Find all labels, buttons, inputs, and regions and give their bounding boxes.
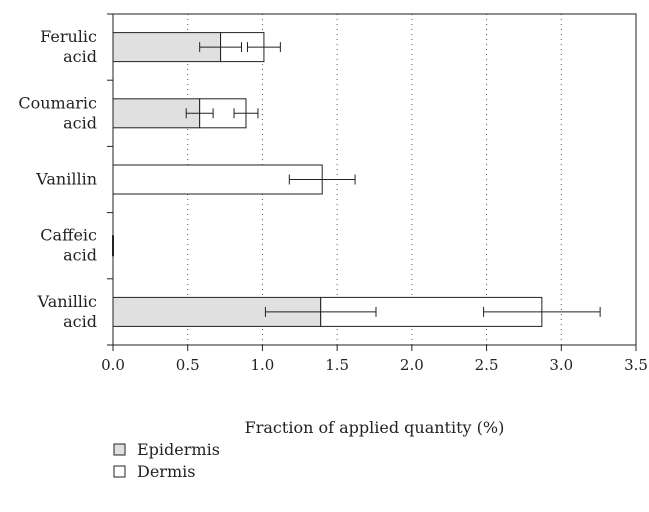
x-tick-label: 1.5 — [325, 356, 349, 374]
x-axis-title: Fraction of applied quantity (%) — [245, 418, 505, 437]
category-label-line: Coumaric — [18, 93, 97, 112]
legend-swatch-dermis — [114, 466, 125, 477]
legend-swatch-epidermis — [114, 444, 125, 455]
category-label: Vanillic acid — [37, 292, 97, 331]
category-label-line: Vanillic — [37, 292, 97, 311]
x-axis: 0.0 0.5 1.0 1.5 2.0 2.5 3.0 3.5 — [101, 345, 648, 374]
category-label: Coumaric acid — [18, 93, 97, 132]
x-tick-label: 2.0 — [400, 356, 424, 374]
x-tick-label: 2.5 — [475, 356, 499, 374]
legend: Epidermis Dermis — [114, 440, 220, 481]
category-label-line: Vanillin — [35, 170, 97, 189]
category-label-line: acid — [63, 113, 97, 132]
category-label-line: acid — [63, 246, 97, 265]
legend-label-epidermis: Epidermis — [137, 440, 220, 459]
legend-label-dermis: Dermis — [137, 462, 195, 481]
category-label-line: acid — [63, 47, 97, 66]
x-tick-label: 3.0 — [549, 356, 573, 374]
x-tick-label: 3.5 — [624, 356, 648, 374]
x-tick-label: 0.5 — [176, 356, 200, 374]
x-tick-label: 1.0 — [250, 356, 274, 374]
category-label: Vanillin — [35, 170, 97, 189]
category-label-line: acid — [63, 312, 97, 331]
x-tick-label: 0.0 — [101, 356, 125, 374]
category-label-line: Ferulic — [40, 27, 97, 46]
category-label-line: Caffeic — [40, 226, 97, 245]
category-label: Caffeic acid — [40, 226, 97, 265]
category-label: Ferulic acid — [40, 27, 97, 66]
